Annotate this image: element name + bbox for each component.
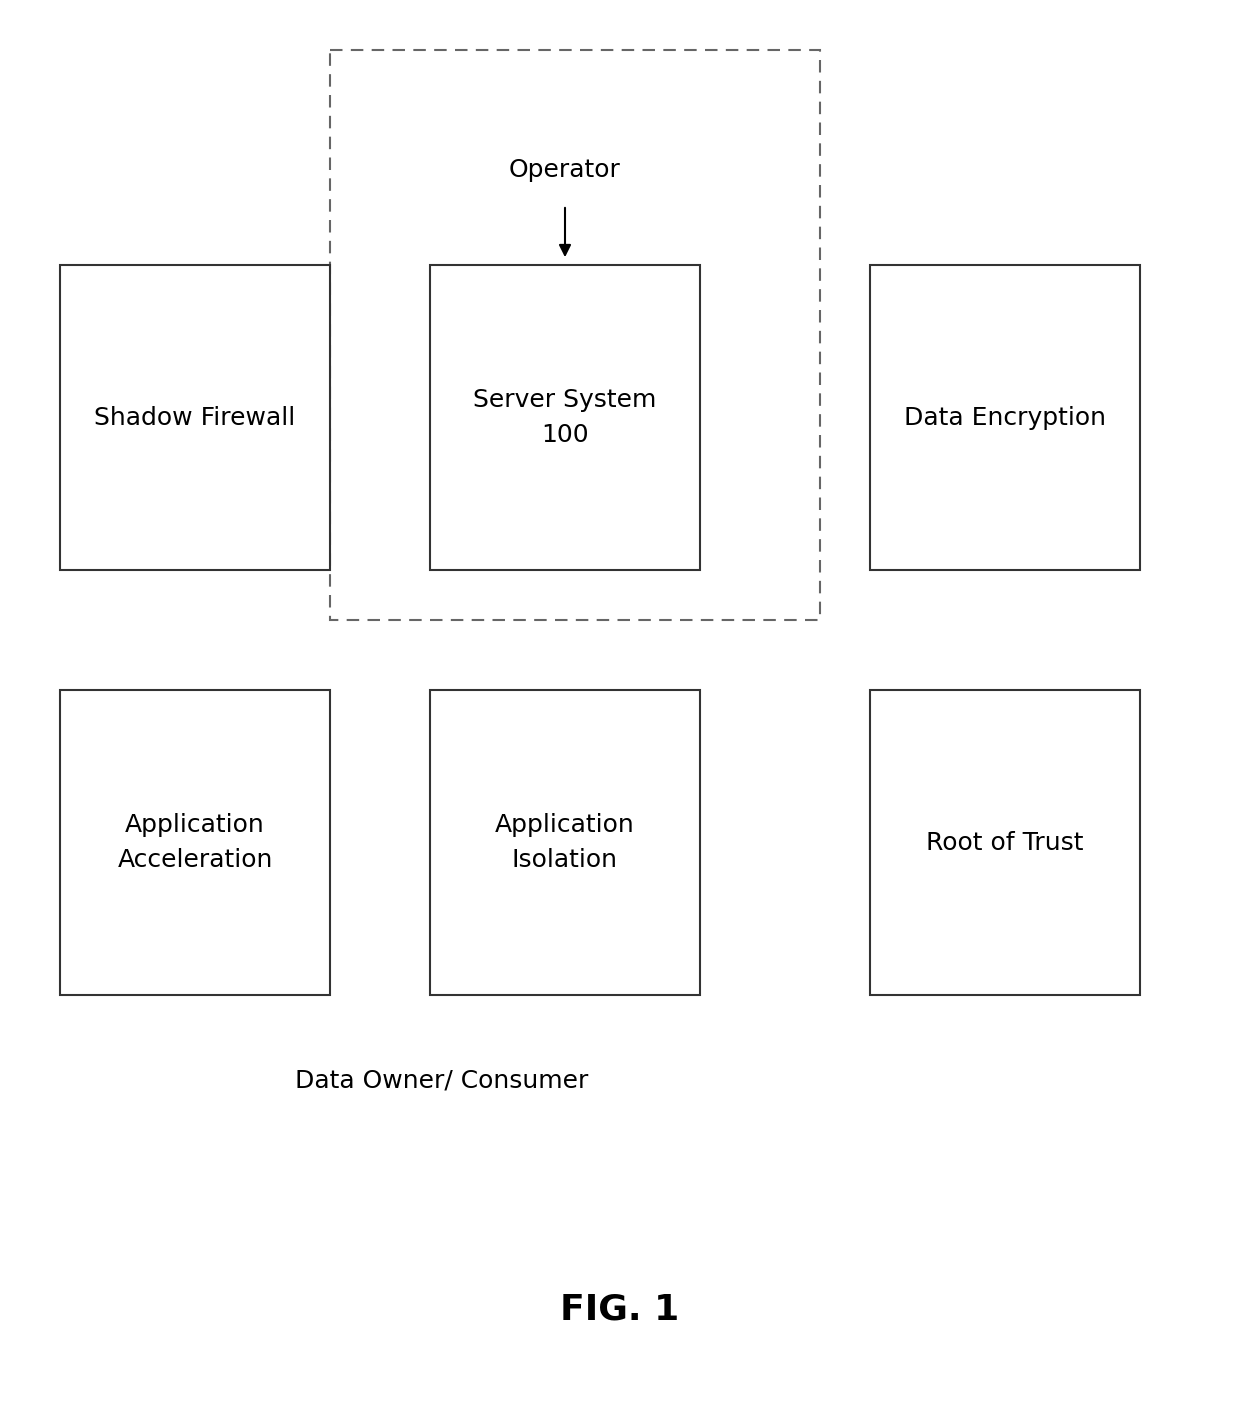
Bar	[430, 265, 701, 570]
Text: Operator: Operator	[510, 158, 621, 182]
Text: Shadow Firewall: Shadow Firewall	[94, 406, 295, 429]
Bar	[870, 265, 1140, 570]
Text: Application
Isolation: Application Isolation	[495, 812, 635, 872]
Text: Data Owner/ Consumer: Data Owner/ Consumer	[295, 1067, 588, 1092]
Text: Root of Trust: Root of Trust	[926, 831, 1084, 855]
Bar	[430, 690, 701, 995]
Bar	[870, 690, 1140, 995]
Text: Application
Acceleration: Application Acceleration	[118, 812, 273, 872]
Bar	[60, 265, 330, 570]
Bar	[330, 50, 820, 620]
Text: Server System
100: Server System 100	[474, 388, 657, 447]
Text: FIG. 1: FIG. 1	[560, 1292, 680, 1327]
Text: Data Encryption: Data Encryption	[904, 406, 1106, 429]
Bar	[60, 690, 330, 995]
